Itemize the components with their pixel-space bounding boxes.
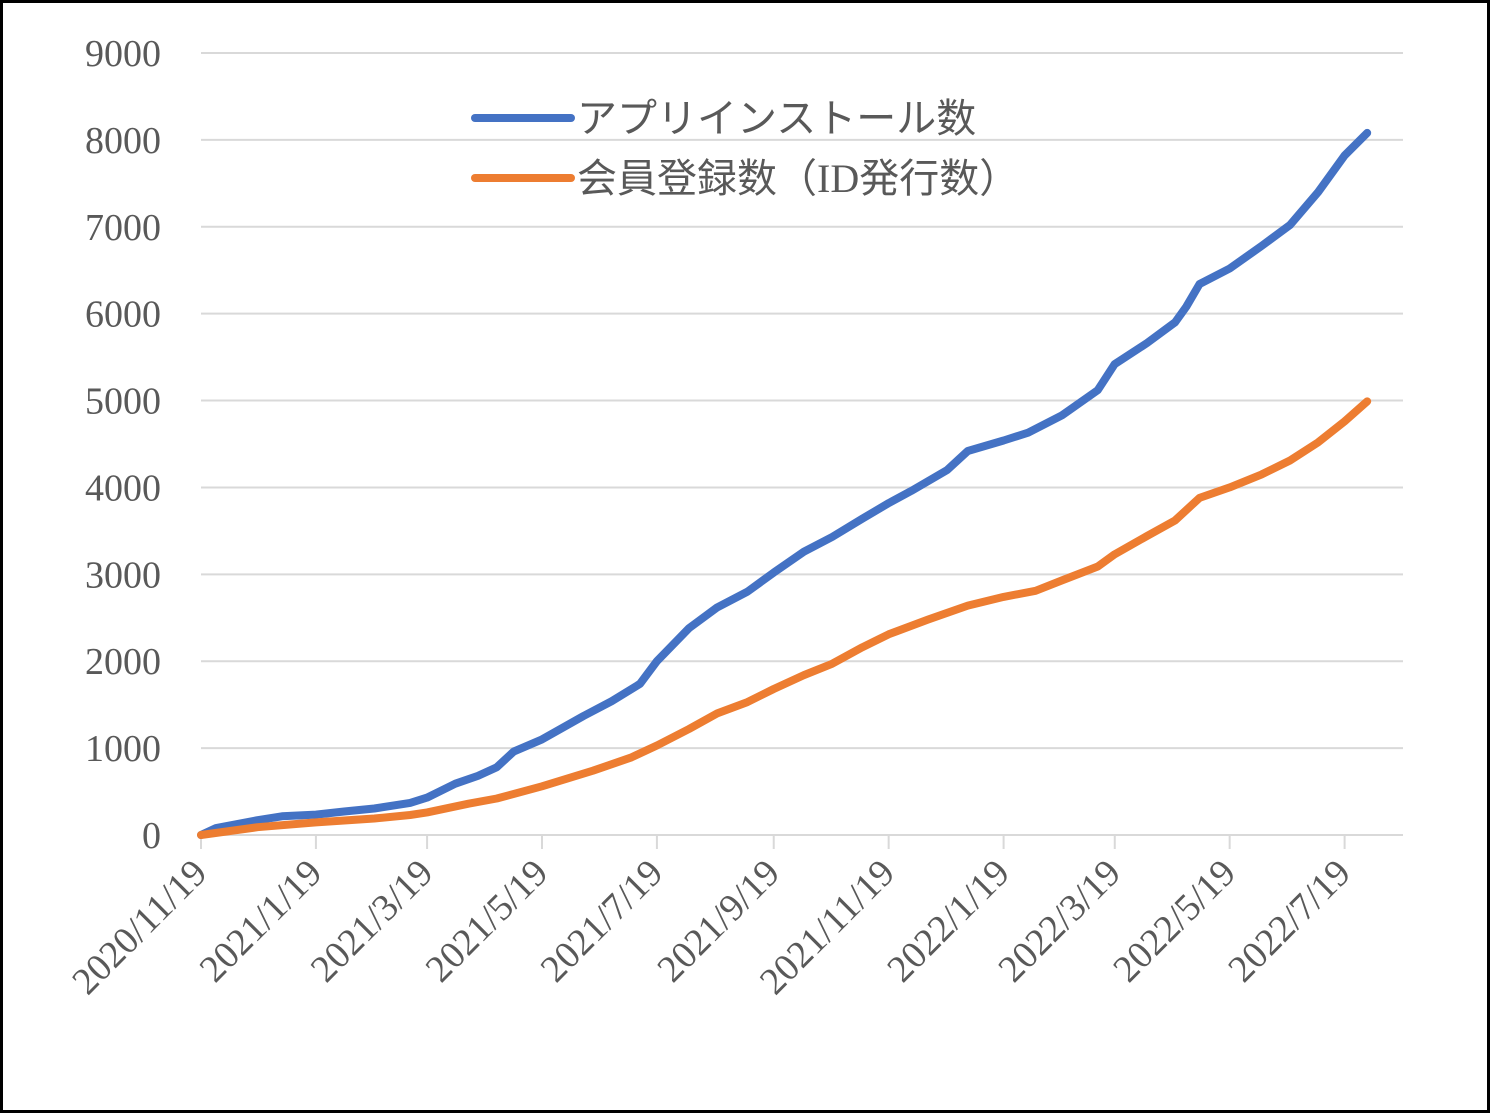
y-tick-label: 3000 (85, 554, 161, 596)
legend-label: アプリインストール数 (577, 96, 976, 141)
legend-label: 会員登録数（ID発行数） (577, 156, 1019, 201)
series-line-app-installs (197, 128, 1372, 839)
x-tick-label: 2021/7/19 (533, 852, 672, 991)
y-tick-label: 9000 (85, 33, 161, 75)
y-tick-label: 2000 (85, 641, 161, 683)
x-tick-label: 2021/5/19 (418, 852, 557, 991)
gridlines (201, 52, 1403, 750)
x-tick-label: 2022/3/19 (990, 852, 1129, 991)
y-tick-label: 5000 (85, 381, 161, 423)
y-tick-label: 7000 (85, 207, 161, 249)
x-tick-label: 2022/5/19 (1105, 852, 1244, 991)
y-tick-label: 1000 (85, 728, 161, 770)
y-tick-label: 4000 (85, 467, 161, 509)
x-tick-label: 2021/3/19 (303, 852, 442, 991)
y-tick-label: 0 (142, 815, 161, 857)
x-tick-label: 2022/7/19 (1220, 852, 1359, 991)
series-lines (197, 128, 1372, 839)
y-tick-label: 8000 (85, 120, 161, 162)
line-chart: 0 1000 2000 3000 4000 5000 6000 7000 8000 9000 202… (64, 33, 1403, 1003)
series-line-member-registrations (197, 397, 1372, 839)
x-tick-label: 2022/1/19 (879, 852, 1018, 991)
y-tick-label: 6000 (85, 294, 161, 336)
x-tick-label: 2021/1/19 (192, 852, 331, 991)
x-tick-label: 2020/11/19 (64, 852, 215, 1003)
